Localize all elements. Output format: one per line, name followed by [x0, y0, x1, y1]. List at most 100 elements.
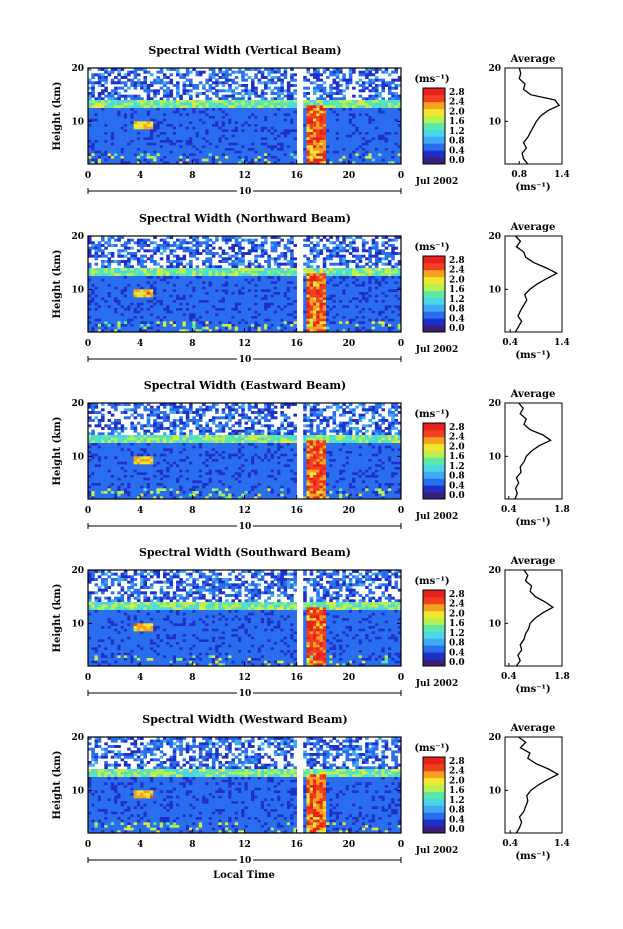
heatmap-cell — [91, 129, 95, 133]
heatmap-cell — [172, 276, 177, 279]
heatmap-cell — [339, 113, 343, 117]
heatmap-cell — [94, 110, 99, 114]
heatmap-cell — [283, 68, 288, 71]
heatmap-cell — [283, 316, 288, 319]
heatmap-cell — [143, 108, 147, 111]
heatmap-cell — [195, 126, 200, 130]
heatmap-cell — [355, 161, 359, 165]
heatmap-cell — [215, 297, 219, 301]
heatmap-cell — [312, 254, 317, 258]
heatmap-cell — [316, 110, 320, 114]
heatmap-cell — [277, 94, 281, 98]
heatmap-cell — [306, 294, 311, 298]
heatmap-cell — [234, 254, 239, 258]
heatmap-cell — [316, 124, 320, 127]
heatmap-cell — [257, 158, 262, 162]
heatmap-cell — [205, 110, 209, 114]
heatmap-cell — [162, 150, 167, 154]
heatmap-cell — [303, 145, 307, 149]
heatmap-cell — [169, 110, 174, 114]
heatmap-cell — [381, 148, 385, 151]
heatmap-cell — [221, 281, 226, 285]
heatmap-cell — [361, 134, 366, 138]
heatmap-cell — [316, 156, 320, 159]
heatmap-cell — [107, 310, 112, 314]
heatmap-cell — [97, 140, 102, 143]
heatmap-cell — [231, 286, 236, 290]
heatmap-cell — [267, 161, 271, 165]
heatmap-cell — [123, 310, 128, 314]
heatmap-cell — [198, 73, 203, 77]
heatmap-cell — [277, 273, 281, 277]
heatmap-cell — [91, 132, 95, 135]
heatmap-cell — [202, 308, 206, 311]
heatmap-cell — [306, 137, 311, 141]
heatmap-cell — [117, 118, 121, 122]
heatmap-cell — [312, 297, 317, 301]
heatmap-cell — [309, 308, 314, 311]
heatmap-cell — [117, 321, 121, 325]
heatmap-cell — [88, 268, 92, 271]
heatmap-cell — [130, 105, 134, 109]
heatmap-cell — [189, 236, 193, 239]
heatmap-cell — [166, 137, 170, 141]
heatmap-cell — [244, 297, 249, 301]
heatmap-cell — [159, 142, 164, 146]
heatmap-cell — [182, 294, 187, 298]
heatmap-cell — [215, 265, 219, 269]
heatmap-cell — [260, 294, 265, 298]
heatmap-cell — [251, 276, 255, 279]
heatmap-cell — [182, 158, 187, 162]
heatmap-cell — [312, 132, 317, 135]
heatmap-cell — [355, 142, 359, 146]
heatmap-cell — [319, 132, 324, 135]
heatmap-cell — [293, 289, 297, 293]
heatmap-cell — [342, 134, 346, 138]
heatmap-cell — [159, 68, 164, 71]
heatmap-cell — [280, 100, 284, 103]
heatmap-cell — [120, 297, 125, 301]
heatmap-cell — [244, 321, 249, 325]
heatmap-cell — [290, 78, 294, 82]
heatmap-cell — [387, 102, 392, 106]
heatmap-cell — [391, 140, 395, 143]
heatmap-cell — [312, 145, 317, 149]
heatmap-cell — [166, 129, 170, 133]
heatmap-cell — [179, 268, 183, 271]
heatmap-cell — [280, 132, 284, 135]
heatmap-cell — [166, 153, 170, 157]
heatmap-cell — [237, 318, 242, 322]
heatmap-cell — [97, 161, 102, 165]
heatmap-cell — [130, 132, 134, 135]
heatmap-cell — [185, 134, 190, 138]
colorbar-tick-label: 0.0 — [449, 156, 465, 166]
heatmap-cell — [97, 326, 102, 330]
heatmap-cell — [123, 300, 128, 303]
heatmap-cell — [273, 308, 278, 311]
heatmap-cell — [244, 324, 249, 327]
heatmap-cell — [104, 297, 108, 301]
heatmap-cell — [117, 148, 121, 151]
heatmap-cell — [156, 150, 161, 154]
heatmap-cell — [153, 329, 157, 333]
heatmap-cell — [241, 310, 245, 314]
heatmap-cell — [153, 294, 157, 298]
heatmap-cell — [293, 110, 297, 114]
heatmap-cell — [104, 113, 108, 117]
heatmap-cell — [273, 260, 278, 263]
heatmap-cell — [104, 150, 108, 154]
heatmap-cell — [110, 281, 115, 285]
heatmap-cell — [290, 126, 294, 130]
heatmap-cell — [166, 308, 170, 311]
heatmap-cell — [273, 236, 278, 239]
heatmap-cell — [277, 145, 281, 149]
heatmap-cell — [176, 113, 180, 117]
heatmap-cell — [381, 158, 385, 162]
heatmap-cell — [267, 116, 271, 119]
heatmap-cell — [140, 148, 144, 151]
heatmap-cell — [224, 148, 229, 151]
heatmap-cell — [202, 156, 206, 159]
heatmap-cell — [185, 105, 190, 109]
heatmap-cell — [234, 289, 239, 293]
heatmap-cell — [293, 294, 297, 298]
